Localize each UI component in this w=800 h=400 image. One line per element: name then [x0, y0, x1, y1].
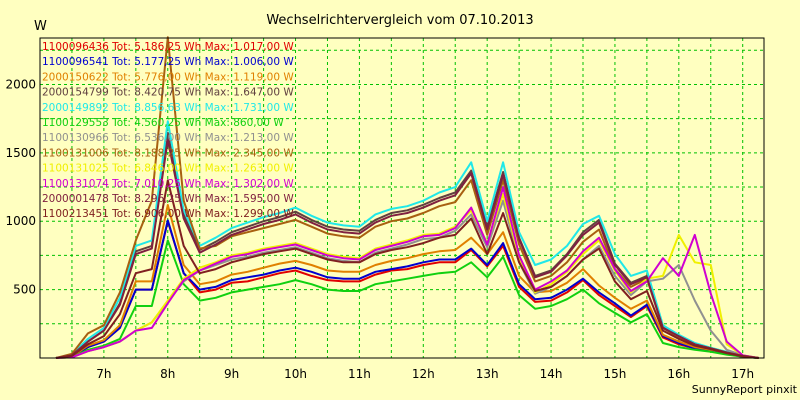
legend-entry-1100213451: 1100213451 Tot: 6.906,00 Wh Max: 1.299,0… — [42, 208, 294, 220]
series-line-2000150622 — [55, 204, 759, 359]
series-line-1100131074 — [55, 186, 759, 359]
y-tick-label: 1500 — [5, 146, 36, 160]
legend-entry-1100131025: 1100131025 Tot: 6.846,00 Wh Max: 1.263,0… — [42, 163, 294, 175]
series-line-1100131025 — [55, 192, 759, 359]
x-tick-label: 15h — [604, 367, 627, 381]
y-tick-labels: 500 1000 1500 2000 — [5, 77, 36, 296]
x-tick-label: 9h — [224, 367, 239, 381]
series-line-1100096541 — [55, 219, 759, 359]
x-tick-label: 12h — [412, 367, 435, 381]
legend-entry-2000154799: 2000154799 Tot: 8.420,75 Wh Max: 1.647,0… — [42, 87, 294, 99]
x-tick-label: 13h — [476, 367, 499, 381]
credit-text: SunnyReport pinxit — [692, 383, 798, 396]
y-tick-label: 1000 — [5, 214, 36, 228]
series-line-1100129553 — [55, 239, 759, 359]
y-tick-label: 2000 — [5, 77, 36, 91]
legend-entry-2000001478: 2000001478 Tot: 8.296,25 Wh Max: 1.595,0… — [42, 193, 294, 205]
x-tick-label: 10h — [284, 367, 307, 381]
y-tick-label: 500 — [13, 283, 36, 297]
x-tick-label: 14h — [540, 367, 563, 381]
legend-entry-1100131074: 1100131074 Tot: 7.010,25 Wh Max: 1.302,0… — [42, 178, 294, 190]
legend-entry-1100096436: 1100096436 Tot: 5.186,25 Wh Max: 1.017,0… — [42, 41, 294, 53]
legend-entry-1100130966: 1100130966 Tot: 6.536,00 Wh Max: 1.213,0… — [42, 132, 294, 144]
chart-title: Wechselrichtervergleich vom 07.10.2013 — [266, 13, 533, 28]
series-line-1100131006 — [55, 36, 759, 359]
series-line-2000154799 — [55, 131, 759, 359]
series-line-2000001478 — [55, 138, 759, 359]
legend-entry-2000149892: 2000149892 Tot: 8.856,63 Wh Max: 1.731,0… — [42, 102, 294, 114]
plot-frame — [39, 37, 765, 359]
y-axis-unit: W — [34, 19, 47, 34]
legend-entry-1100129553: 1100129553 Tot: 4.560,25 Wh Max: 860,00 … — [42, 117, 284, 129]
legend-entry-1100131006: 1100131006 Tot: 8.188,25 Wh Max: 2.345,0… — [42, 147, 294, 159]
x-tick-label: 7h — [96, 367, 111, 381]
x-tick-label: 16h — [667, 367, 690, 381]
x-tick-label: 17h — [731, 367, 754, 381]
x-tick-label: 8h — [160, 367, 175, 381]
x-tick-label: 11h — [348, 367, 371, 381]
legend-entry-1100096541: 1100096541 Tot: 5.177,25 Wh Max: 1.006,0… — [42, 56, 294, 68]
legend-entry-2000150622: 2000150622 Tot: 5.776,00 Wh Max: 1.119,0… — [42, 71, 294, 83]
series-line-2000149892 — [55, 120, 759, 359]
series-line-1100213451 — [55, 179, 759, 359]
x-tick-labels: 7h 8h 9h 10h 11h 12h 13h 14h 15h 16h 17h — [96, 367, 754, 381]
series-lines — [55, 36, 759, 359]
legend: 1100096436 Tot: 5.186,25 Wh Max: 1.017,0… — [42, 41, 294, 220]
